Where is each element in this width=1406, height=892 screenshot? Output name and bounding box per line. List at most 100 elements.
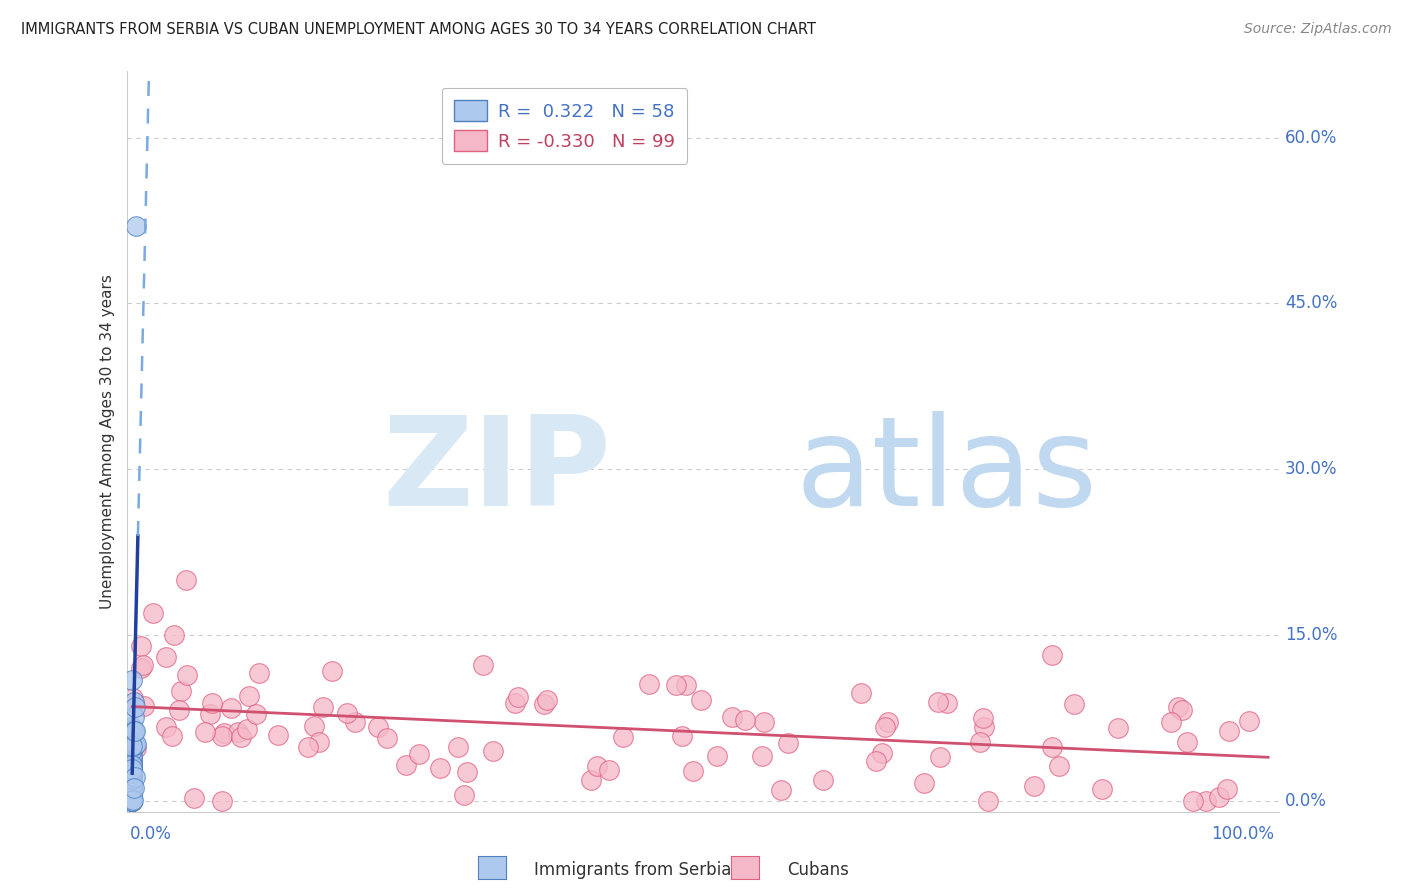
Point	[163, 628, 186, 642]
Point	[929, 750, 952, 764]
Point	[121, 776, 143, 790]
Point	[198, 706, 221, 721]
Point	[751, 749, 773, 764]
Point	[122, 724, 145, 739]
Point	[336, 706, 359, 720]
Point	[121, 734, 143, 748]
Point	[121, 783, 143, 797]
Point	[121, 736, 143, 750]
Point	[121, 722, 143, 736]
Point	[124, 770, 146, 784]
Point	[121, 756, 143, 771]
Point	[121, 720, 143, 734]
Point	[121, 749, 143, 764]
Point	[297, 739, 319, 754]
Point	[122, 695, 145, 709]
Point	[752, 714, 775, 729]
Point	[212, 726, 235, 740]
Text: atlas: atlas	[796, 410, 1097, 532]
Text: Cubans: Cubans	[787, 861, 849, 879]
Point	[129, 661, 152, 675]
Point	[122, 709, 145, 723]
Point	[245, 707, 267, 722]
Point	[121, 764, 143, 779]
Point	[121, 794, 143, 808]
Point	[174, 573, 197, 587]
Point	[395, 758, 418, 772]
Point	[503, 696, 526, 710]
Point	[121, 772, 143, 787]
Point	[211, 729, 233, 743]
Point	[586, 759, 609, 773]
Point	[778, 736, 800, 750]
Point	[201, 697, 224, 711]
Point	[536, 693, 558, 707]
Point	[533, 697, 555, 711]
Point	[121, 794, 143, 808]
Point	[121, 753, 143, 767]
Point	[194, 725, 217, 739]
Point	[129, 639, 152, 653]
Point	[877, 715, 900, 730]
Point	[1182, 794, 1205, 808]
Point	[121, 757, 143, 772]
Point	[969, 735, 991, 749]
Point	[183, 791, 205, 805]
Point	[121, 758, 143, 772]
Point	[121, 673, 143, 688]
Point	[124, 699, 146, 714]
Point	[170, 684, 193, 698]
Point	[1047, 759, 1070, 773]
Point	[1063, 697, 1085, 711]
Point	[134, 699, 156, 714]
Point	[124, 741, 146, 756]
Point	[1167, 700, 1189, 714]
Text: ZIP: ZIP	[382, 410, 610, 532]
Point	[973, 720, 995, 734]
Point	[155, 650, 177, 665]
Point	[155, 720, 177, 734]
Point	[124, 738, 146, 752]
Point	[121, 723, 143, 738]
Text: Immigrants from Serbia: Immigrants from Serbia	[534, 861, 731, 879]
Point	[226, 724, 249, 739]
Point	[121, 777, 143, 791]
Point	[121, 766, 143, 780]
Point	[121, 794, 143, 808]
Point	[121, 762, 143, 776]
Point	[121, 743, 143, 757]
Point	[721, 710, 744, 724]
Point	[671, 729, 693, 743]
Point	[343, 715, 366, 730]
Point	[690, 692, 713, 706]
Point	[121, 794, 143, 808]
Point	[236, 722, 259, 736]
Point	[675, 678, 697, 692]
Point	[1022, 780, 1045, 794]
Point	[121, 794, 143, 808]
Point	[229, 731, 252, 745]
Point	[121, 742, 143, 756]
Y-axis label: Unemployment Among Ages 30 to 34 years: Unemployment Among Ages 30 to 34 years	[100, 274, 115, 609]
Point	[121, 794, 143, 808]
Point	[1107, 721, 1129, 735]
Text: 100.0%: 100.0%	[1211, 825, 1274, 843]
Point	[927, 695, 949, 709]
Point	[121, 747, 143, 762]
Point	[375, 731, 398, 745]
Text: 60.0%: 60.0%	[1285, 128, 1337, 146]
Point	[482, 744, 505, 758]
Point	[121, 769, 143, 783]
Point	[121, 729, 143, 743]
Point	[1175, 735, 1198, 749]
Text: 30.0%: 30.0%	[1285, 460, 1337, 478]
Point	[121, 758, 143, 772]
Point	[124, 219, 146, 233]
Point	[121, 751, 143, 765]
Point	[121, 778, 143, 792]
Text: 15.0%: 15.0%	[1285, 626, 1337, 644]
Text: 0.0%: 0.0%	[129, 825, 172, 843]
Point	[308, 735, 330, 749]
Point	[579, 773, 602, 788]
Point	[1208, 790, 1230, 805]
